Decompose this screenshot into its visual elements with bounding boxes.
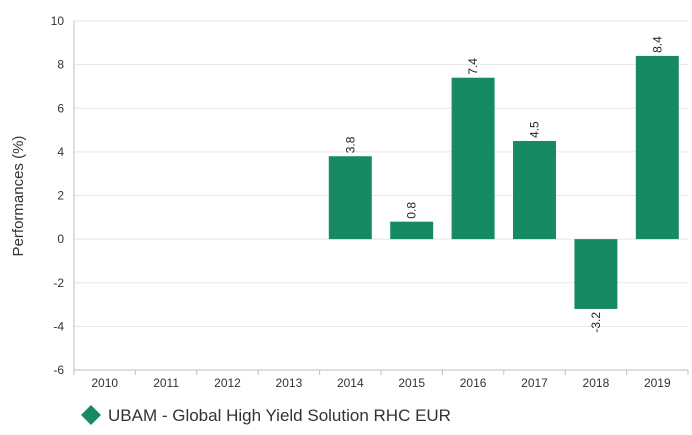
x-tick-label: 2013 (276, 376, 303, 390)
bar (390, 221, 434, 240)
x-tick-label: 2011 (153, 376, 179, 390)
bar (574, 239, 618, 309)
y-tick-label: 6 (57, 101, 64, 115)
x-tick-label: 2016 (460, 376, 487, 390)
legend-label: UBAM - Global High Yield Solution RHC EU… (108, 406, 451, 425)
x-tick-label: 2010 (91, 376, 118, 390)
legend-diamond-icon (81, 405, 101, 425)
bar (513, 140, 556, 240)
x-tick-label: 2015 (398, 376, 425, 390)
y-tick-label: 2 (57, 189, 64, 203)
x-tick-label: 2017 (521, 376, 548, 390)
bar (328, 156, 372, 240)
data-label: 8.4 (650, 36, 664, 53)
y-tick-label: 10 (51, 14, 65, 28)
bars (328, 55, 679, 309)
bar (635, 55, 679, 240)
data-label: 7.4 (466, 58, 480, 75)
data-label: -3.2 (589, 312, 603, 333)
bar (451, 77, 495, 240)
data-label: 3.8 (343, 136, 357, 153)
y-tick-label: 8 (57, 58, 64, 72)
y-tick-label: -6 (53, 363, 64, 377)
data-label: 4.5 (528, 121, 542, 138)
gridlines (74, 20, 688, 371)
x-tick-label: 2019 (644, 376, 671, 390)
x-tick-label: 2012 (214, 376, 241, 390)
axes: -6 -4 -2 0 2 4 6 8 10 2010 2011 2012 2013 2014 2015 201… (51, 14, 689, 390)
y-tick-label: -4 (53, 319, 64, 333)
y-tick-label: -2 (53, 276, 64, 290)
data-labels: 3.8 0.8 7.4 4.5 -3.2 8.4 (343, 36, 664, 333)
y-tick-label: 0 (57, 232, 64, 246)
y-tick-label: 4 (57, 145, 64, 159)
legend[interactable]: UBAM - Global High Yield Solution RHC EU… (81, 405, 451, 425)
x-tick-label: 2018 (583, 376, 610, 390)
y-axis-label: Performances (%) (10, 136, 27, 257)
data-label: 0.8 (405, 202, 419, 219)
x-tick-label: 2014 (337, 376, 364, 390)
